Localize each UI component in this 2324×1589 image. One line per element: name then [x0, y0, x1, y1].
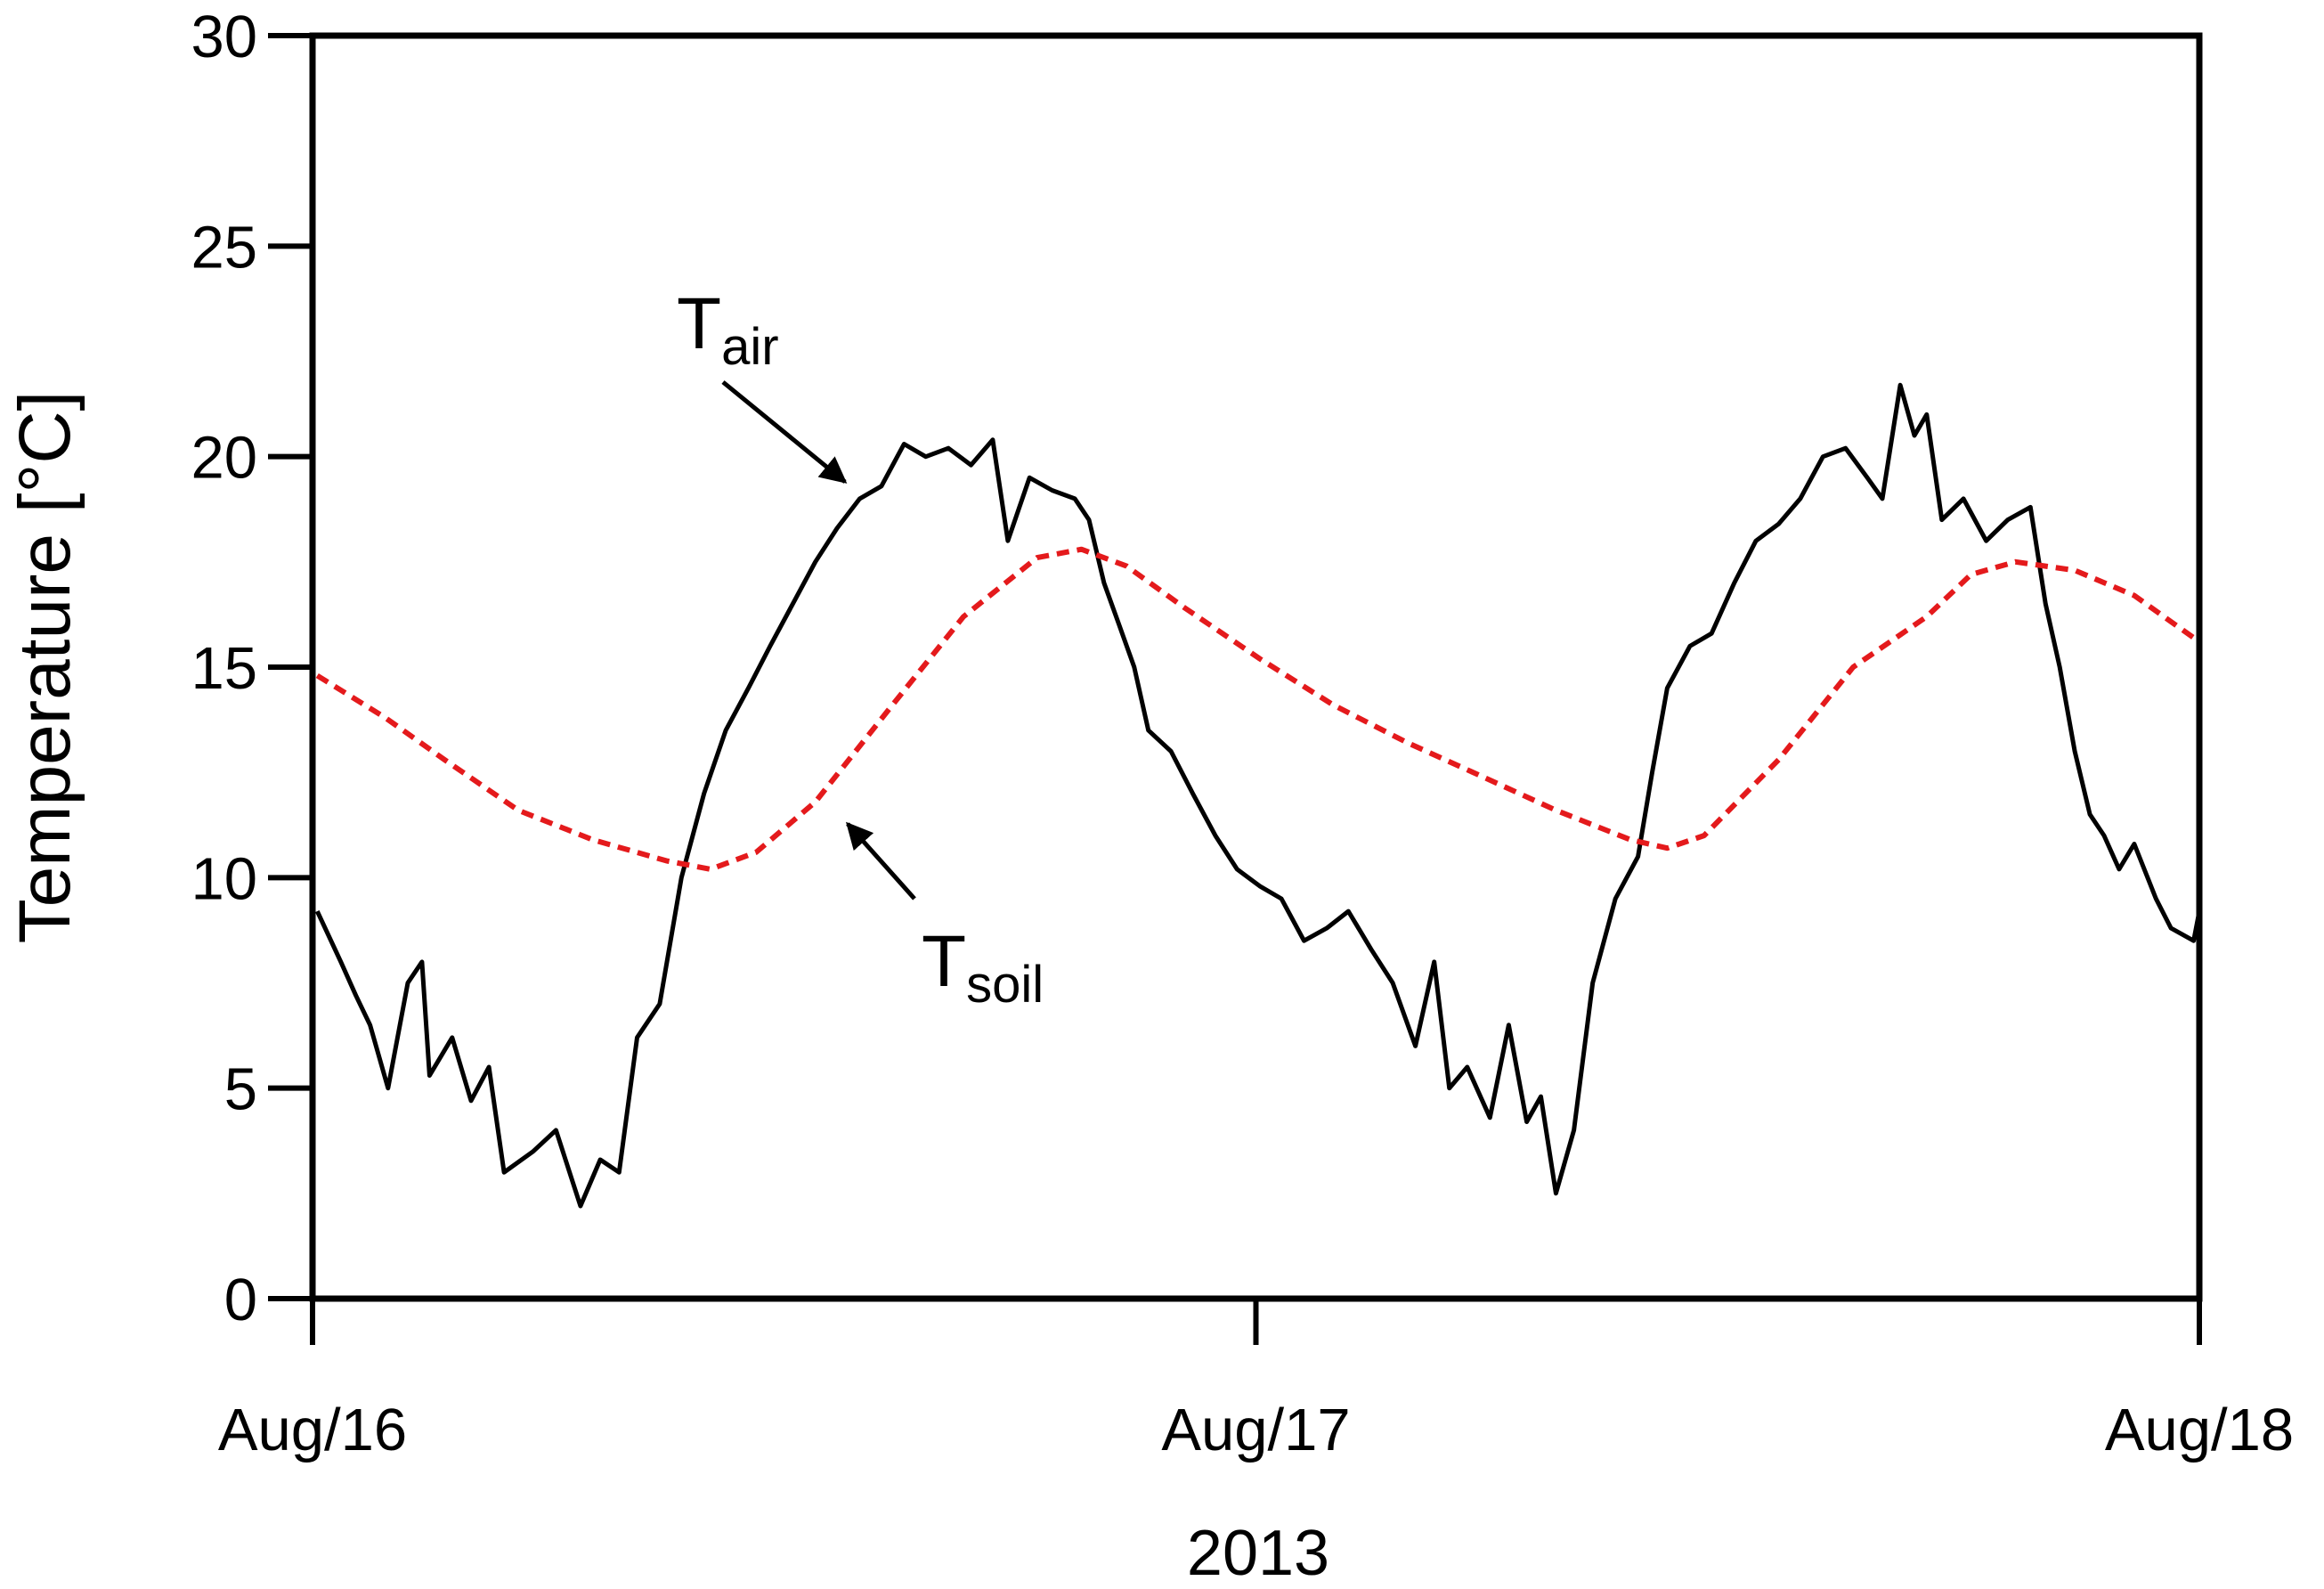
series-line	[315, 546, 2201, 872]
x-tick-label: Aug/17	[1161, 1397, 1350, 1463]
x-tick-label: Aug/18	[2105, 1397, 2294, 1463]
annotation-sub: soil	[966, 956, 1044, 1014]
y-tick-label: 0	[224, 1267, 257, 1333]
y-tick-label: 10	[191, 845, 257, 912]
series-line	[315, 382, 2202, 1209]
annotation: Tair	[677, 283, 779, 376]
plot-frame	[309, 32, 2203, 1302]
y-tick-label: 30	[191, 4, 257, 70]
annotation-main: T	[677, 283, 721, 364]
x-axis-label: 2013	[1187, 1518, 1329, 1589]
y-tick-label: 15	[191, 635, 257, 702]
annotation: Tsoil	[922, 921, 1044, 1014]
annotation-arrow	[846, 821, 916, 900]
y-tick-label: 5	[224, 1056, 257, 1123]
annotation-sub: air	[721, 318, 778, 376]
y-tick-label: 25	[191, 214, 257, 281]
y-axis-label: Temperature [°C]	[4, 391, 85, 944]
annotation-main: T	[922, 921, 966, 1002]
y-tick-label: 20	[191, 425, 257, 492]
annotation-arrow	[721, 380, 848, 484]
x-tick-label: Aug/16	[218, 1397, 407, 1463]
